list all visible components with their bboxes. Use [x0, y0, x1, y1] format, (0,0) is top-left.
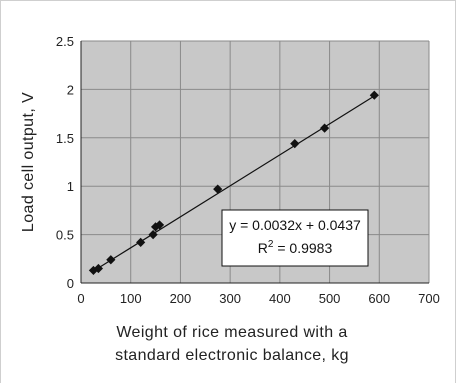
- frame-top-border: [0, 0, 456, 1]
- equation-label: y = 0.0032x + 0.0437: [229, 217, 361, 233]
- data-point: [136, 237, 146, 247]
- x-tick-label: 400: [269, 291, 291, 306]
- annotation-box: [221, 209, 369, 267]
- x-tick-label: 0: [77, 291, 84, 306]
- y-tick-label: 0: [67, 276, 74, 291]
- y-tick-label: 1.5: [56, 131, 74, 146]
- y-tick-labels: 0 0.5 1 1.5 2 2.5: [56, 34, 74, 291]
- x-tick-label: 200: [170, 291, 192, 306]
- r-squared-label: R2 = 0.9983: [258, 239, 333, 256]
- r-squared-prefix: R: [258, 240, 268, 256]
- r-squared-value: = 0.9983: [273, 240, 332, 256]
- x-tick-label: 600: [368, 291, 390, 306]
- data-point: [154, 220, 165, 230]
- data-point: [320, 123, 330, 133]
- data-point: [369, 90, 379, 100]
- y-tick-label: 2: [67, 82, 74, 97]
- data-point: [148, 230, 158, 240]
- data-points: [88, 90, 379, 276]
- data-point: [290, 139, 300, 149]
- x-axis-title-line-2: standard electronic balance, kg: [115, 347, 349, 364]
- y-tick-label: 1: [67, 179, 74, 194]
- data-point: [93, 263, 103, 274]
- x-tick-label: 100: [120, 291, 142, 306]
- x-tick-labels: 0 100 200 300 400 500 600 700: [77, 291, 439, 306]
- data-point: [213, 184, 223, 194]
- r-squared-superscript: 2: [268, 239, 274, 250]
- equation-annotation: y = 0.0032x + 0.0437 R2 = 0.9983: [221, 209, 369, 267]
- frame-left-border: [0, 0, 1, 383]
- x-tick-label: 500: [319, 291, 341, 306]
- data-point: [106, 255, 116, 265]
- y-tick-label: 2.5: [56, 34, 74, 49]
- y-axis-title: Load cell output, V: [20, 92, 37, 232]
- data-point: [88, 265, 99, 276]
- x-axis-title-line-1: Weight of rice measured with a: [116, 324, 347, 341]
- x-tick-label: 300: [219, 291, 241, 306]
- axes: [80, 41, 429, 284]
- y-tick-label: 0.5: [56, 228, 74, 243]
- x-tick-label: 700: [418, 291, 440, 306]
